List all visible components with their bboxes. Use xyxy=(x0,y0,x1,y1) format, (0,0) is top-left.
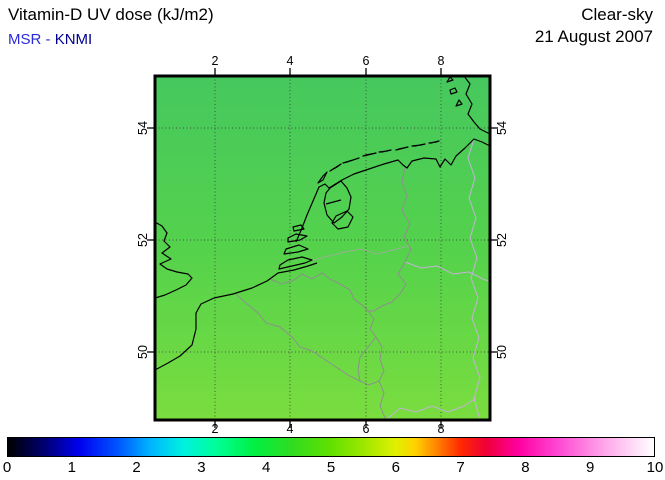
coastlines xyxy=(155,76,490,371)
island-wangerooge xyxy=(428,140,440,144)
island-schiermonnikoog xyxy=(378,149,392,153)
lat-tick-label-right: 50 xyxy=(495,345,509,359)
lon-tick-label-bottom: 4 xyxy=(287,422,294,436)
map-svg: 2 4 6 8 2 4 6 8 54 52 50 54 52 50 xyxy=(136,54,509,436)
lon-tick-label-bottom: 2 xyxy=(212,422,219,436)
island-norderney xyxy=(411,143,426,147)
border-belgium-netherlands xyxy=(269,272,369,312)
rivers xyxy=(312,245,410,261)
island-frisian-n1 xyxy=(449,87,458,95)
island-vlieland xyxy=(329,163,342,172)
country-borders xyxy=(235,167,412,420)
coast-zeeland-2 xyxy=(283,244,309,255)
lon-tick-label-bottom: 6 xyxy=(363,422,370,436)
colorbar-tick-label: 7 xyxy=(456,459,465,476)
lon-tick-label-bottom: 8 xyxy=(438,422,445,436)
lon-tick-label-top: 8 xyxy=(438,54,445,68)
colorbar-tick-label: 2 xyxy=(132,459,141,476)
source-separator: - xyxy=(41,31,55,48)
map-frame xyxy=(153,74,492,422)
dose-field xyxy=(155,76,490,420)
lat-tick-label-left: 54 xyxy=(136,121,150,135)
border-belgium-luxembourg xyxy=(357,336,377,382)
page-title: Vitamin-D UV dose (kJ/m2) xyxy=(8,5,214,24)
source-label: MSR - KNMI xyxy=(8,31,92,48)
lat-tick-label-left: 52 xyxy=(136,233,150,247)
colorbar-labels: 0 1 2 3 4 5 6 7 8 9 10 xyxy=(3,459,664,477)
coast-zeeland-1 xyxy=(278,256,313,270)
border-france-luxembourg xyxy=(359,380,380,386)
island-texel xyxy=(317,171,328,184)
border-belgium-germany xyxy=(367,310,377,338)
colorbar-tick-label: 5 xyxy=(326,459,336,476)
coast-zeeland-3 xyxy=(287,233,308,243)
colorbar-tick-label: 0 xyxy=(2,459,12,476)
coast-england xyxy=(155,221,193,299)
polder-flevoland xyxy=(331,210,354,230)
coast-schleswig xyxy=(463,76,490,135)
lon-tick-label-top: 2 xyxy=(212,54,219,68)
island-borkum xyxy=(395,146,409,151)
coast-holland-wadden xyxy=(295,138,490,243)
border-luxembourg-germany xyxy=(375,336,387,420)
map-figure: 2 4 6 8 2 4 6 8 54 52 50 54 52 50 xyxy=(120,52,510,444)
dike-houtribdijk xyxy=(325,199,342,205)
island-terschelling xyxy=(342,157,360,164)
island-frisian-n3 xyxy=(446,76,454,83)
lat-tick-label-left: 50 xyxy=(136,345,150,359)
coast-continent xyxy=(155,262,318,371)
colorbar-tick-label: 1 xyxy=(67,459,76,476)
date-label: 21 August 2007 xyxy=(534,27,653,46)
colorbar-gradient xyxy=(7,437,655,457)
lake-ijsselmeer xyxy=(323,180,352,224)
axis-ticks xyxy=(147,68,498,428)
condition-label: Clear-sky xyxy=(581,5,653,24)
colorbar-tick-label: 3 xyxy=(197,459,206,476)
border-netherlands-germany xyxy=(368,167,412,312)
colorbar-tick-label: 8 xyxy=(521,459,530,476)
colorbar-tick-label: 4 xyxy=(262,459,271,476)
lat-tick-label-right: 54 xyxy=(495,121,509,135)
lon-tick-label-top: 4 xyxy=(287,54,294,68)
colorbar-tick-label: 6 xyxy=(391,459,400,476)
region-borders xyxy=(385,138,490,420)
colorbar-tick-label: 9 xyxy=(586,459,595,476)
source-msr: MSR xyxy=(8,31,42,48)
lat-tick-label-right: 52 xyxy=(495,233,509,247)
source-knmi: KNMI xyxy=(54,31,93,48)
border-france-belgium xyxy=(235,293,361,382)
island-ameland xyxy=(362,152,377,157)
lon-tick-label-top: 6 xyxy=(363,54,370,68)
island-frisian-n2 xyxy=(455,99,463,107)
map-interior xyxy=(155,76,490,420)
colorbar-tick-label: 10 xyxy=(646,459,664,476)
